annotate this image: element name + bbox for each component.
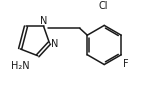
Text: N: N bbox=[51, 39, 58, 49]
Text: H₂N: H₂N bbox=[11, 61, 30, 70]
Text: N: N bbox=[40, 15, 47, 26]
Text: F: F bbox=[123, 59, 129, 69]
Text: Cl: Cl bbox=[99, 1, 108, 11]
